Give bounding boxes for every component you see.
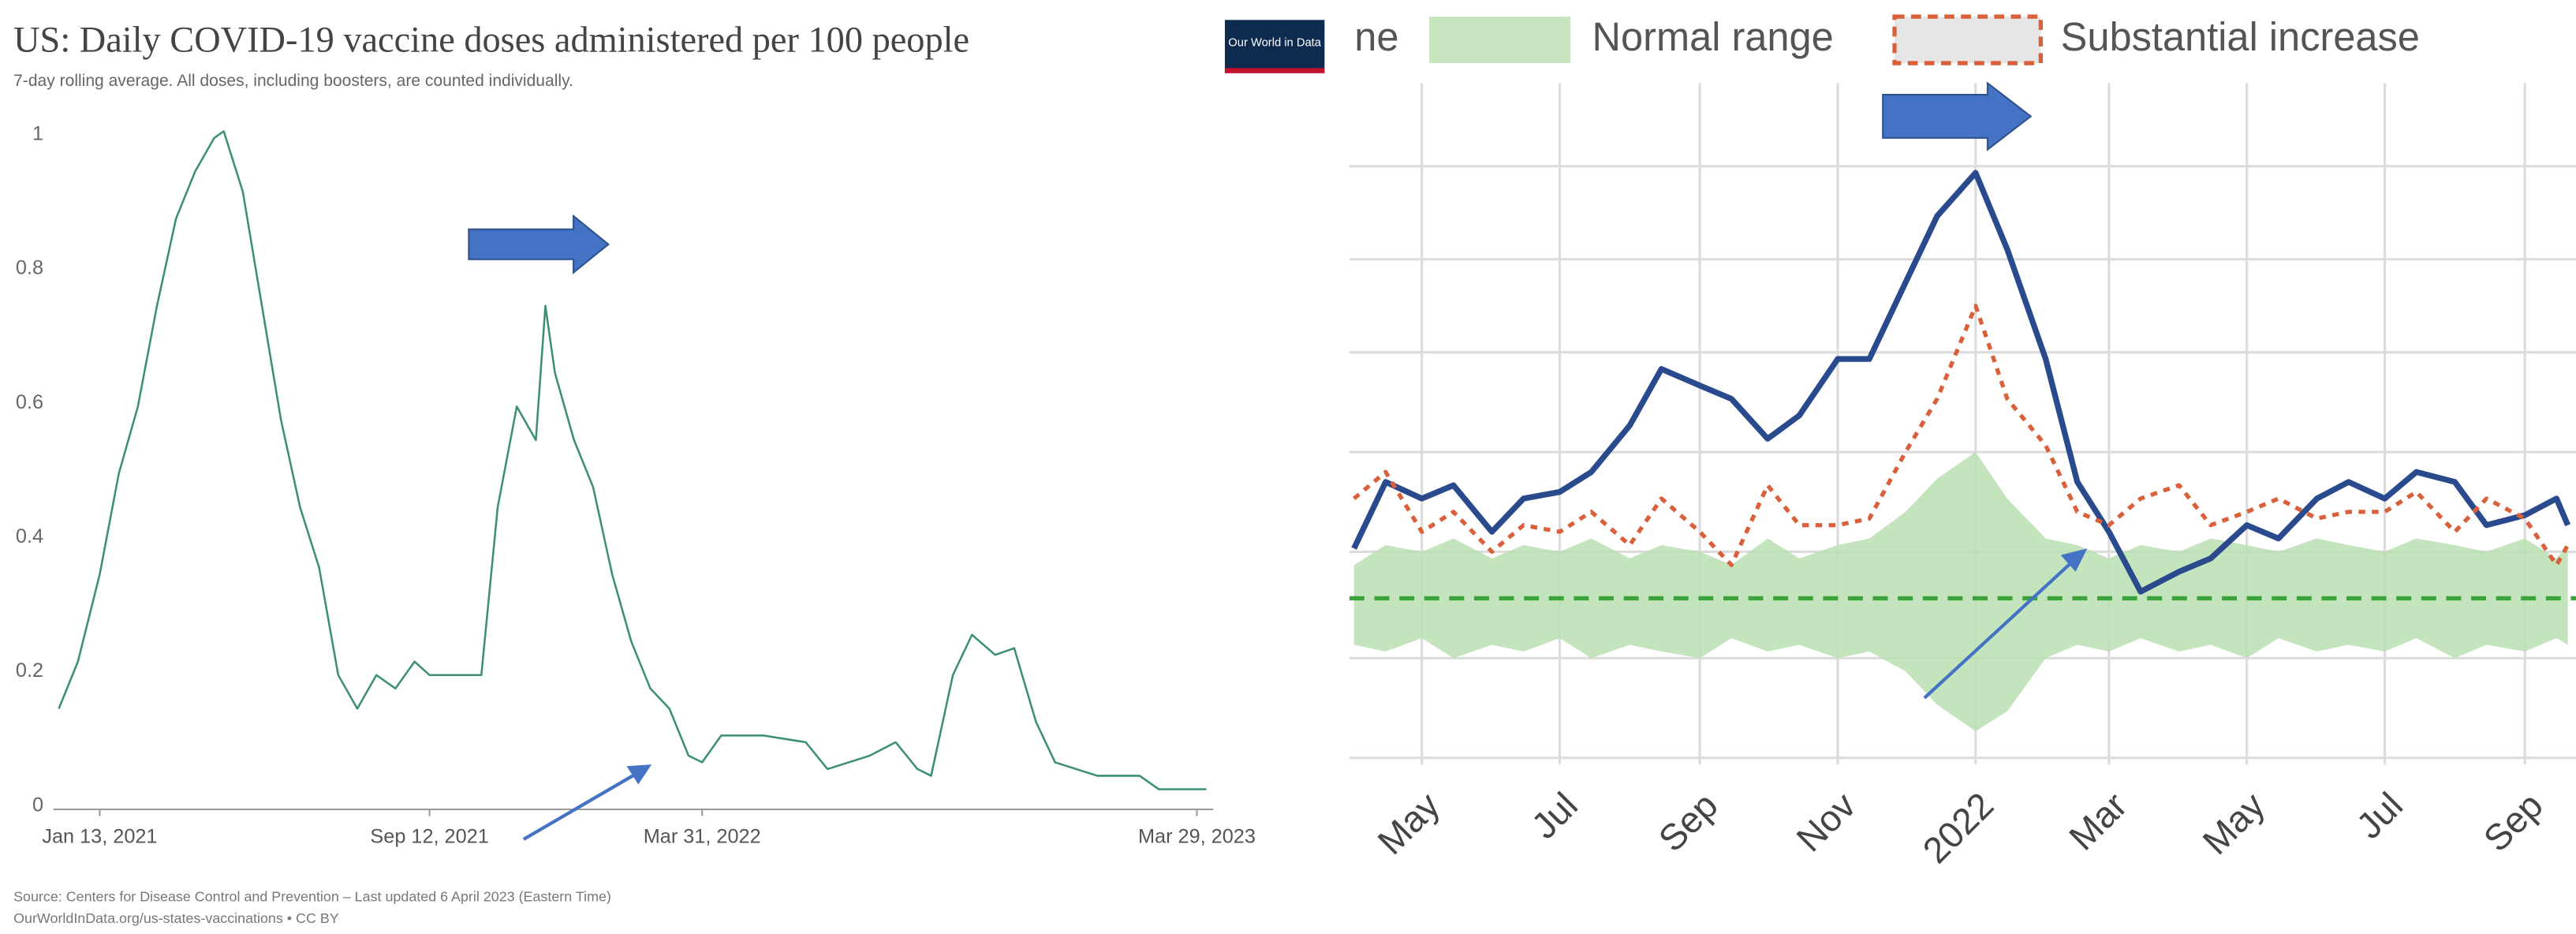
source: Source: Centers for Disease Control and … [13, 888, 611, 904]
arrow-line [1923, 560, 2074, 700]
x-tick-label: May [1370, 784, 1448, 862]
x-tick-label: Sep [1651, 784, 1726, 859]
arrow-head [626, 764, 652, 785]
y-tick-label: 0.8 [16, 257, 43, 279]
series-line [1351, 170, 2571, 595]
x-tick-label: Jan 13, 2021 [42, 825, 157, 847]
x-tick-label: Jul [2348, 784, 2410, 846]
logo: Our World in Data [1228, 37, 1321, 50]
y-tick-label: 0.6 [16, 391, 43, 413]
x-tick-label: Mar 31, 2022 [644, 825, 761, 847]
source-url: OurWorldInData.org/us-states-vaccination… [13, 910, 339, 926]
legend-label: ne [1354, 14, 1398, 59]
chart-title: US: Daily COVID-19 vaccine doses adminis… [13, 20, 969, 60]
legend-swatch [1892, 14, 2043, 65]
arrow-line [522, 772, 637, 841]
legend-label: Normal range [1592, 14, 1834, 59]
x-tick-label: 2022 [1915, 784, 2002, 871]
logo-stripe [1224, 68, 1325, 73]
arrow [468, 214, 610, 275]
y-tick-label: 0.4 [16, 525, 43, 547]
chart-subtitle: 7-day rolling average. All doses, includ… [13, 72, 573, 90]
charts: 0 0.2 0.4 0.6 0.8 1 Jan 13, 2021 Sep 12, 2021 Ma… [16, 83, 2576, 871]
x-tick-label: May [2195, 784, 2273, 862]
x-tick-label: Jul [1523, 784, 1585, 846]
arrow-head [2060, 548, 2088, 572]
y-tick-label: 0 [32, 794, 43, 816]
series-line [1352, 304, 2570, 567]
logo-box [1224, 20, 1325, 73]
series-line [58, 130, 1207, 790]
normal-range [1353, 452, 2568, 731]
y-tick-label: 0.2 [16, 659, 43, 682]
x-tick-label: Sep [2476, 784, 2551, 859]
arrow [1882, 81, 2033, 151]
x-tick-label: Sep 12, 2021 [370, 825, 488, 847]
legend-label: Substantial increase [2061, 14, 2420, 59]
y-tick-label: 1 [32, 122, 43, 144]
x-tick-label: Nov [1789, 784, 1864, 859]
x-tick-label: Mar 29, 2023 [1138, 825, 1256, 847]
legend-swatch [1429, 17, 1571, 64]
x-tick-label: Mar [2061, 784, 2134, 857]
